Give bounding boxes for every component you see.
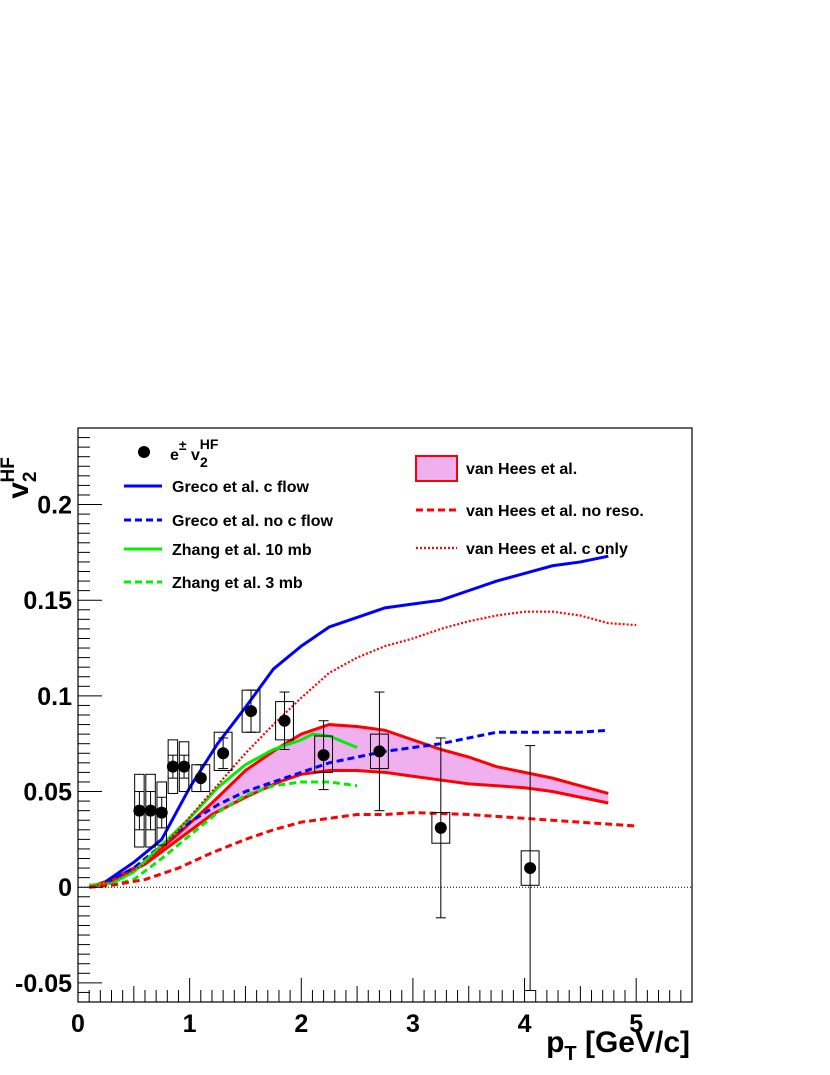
van-hees-band-lower-line xyxy=(88,768,609,889)
y-tick-label: 0 xyxy=(58,874,72,902)
x-axis-title-sub: T xyxy=(564,1043,576,1065)
data-point-6 xyxy=(213,731,233,771)
data-point-12 xyxy=(520,745,540,992)
x-axis-title: pT [GeV/c] xyxy=(546,1026,690,1065)
y-tick-label: 0.15 xyxy=(23,587,72,615)
y-axis-title-sub: 2 xyxy=(20,472,41,483)
series-line-van-hees-et-al-c-only xyxy=(88,610,637,889)
x-tick-label: 4 xyxy=(518,1010,532,1038)
x-tick-label: 1 xyxy=(183,1010,197,1038)
data-marker xyxy=(317,749,330,762)
data-point-3 xyxy=(166,739,179,794)
y-tick-label: 0.1 xyxy=(37,683,72,711)
data-point-1 xyxy=(144,773,157,848)
data-marker xyxy=(155,806,168,819)
data-points-layer xyxy=(133,689,540,992)
series-line-van-hees-et-al-no-reso xyxy=(89,811,637,889)
data-point-0 xyxy=(133,773,146,848)
data-marker xyxy=(133,804,146,817)
series-line-zhang-et-al-10-mb xyxy=(89,732,358,887)
legend-swatch-van-hees-band xyxy=(415,455,458,482)
y-tick-label: 0.05 xyxy=(23,779,72,807)
data-marker xyxy=(166,760,179,773)
data-point-9 xyxy=(314,720,334,791)
data-marker xyxy=(373,745,386,758)
data-point-11 xyxy=(431,737,451,919)
data-point-10 xyxy=(369,691,389,812)
data-marker xyxy=(245,705,258,718)
data-marker xyxy=(278,714,291,727)
x-axis-title-main: p xyxy=(546,1026,564,1059)
data-marker xyxy=(524,862,537,875)
series-line-greco-et-al-no-c-flow xyxy=(105,728,609,885)
legend-label-greco-et-al-c-flow: Greco et al. c flow xyxy=(172,479,309,496)
x-axis-title-rest: [GeV/c] xyxy=(577,1026,690,1059)
legend-label-van-hees-et-al-c-only: van Hees et al. c only xyxy=(466,541,628,558)
systematic-box xyxy=(213,731,233,771)
y-tick-label: 0.2 xyxy=(37,492,72,520)
x-tick-label: 0 xyxy=(71,1010,85,1038)
data-point-7 xyxy=(241,689,261,733)
legend-label-data: e± v2HF xyxy=(170,436,219,470)
axis-ticks-layer: 0 1 2 3 4 5 -0.05 0 0.05 0.1 0.15 0.2 xyxy=(15,427,693,1038)
series-line-greco-et-al-c-flow xyxy=(105,554,609,883)
data-point-2 xyxy=(155,781,168,846)
legend-marker-data xyxy=(138,446,150,458)
data-point-5 xyxy=(191,764,211,793)
van-hees-band-upper-line xyxy=(88,723,609,889)
data-marker xyxy=(434,821,447,834)
data-point-8 xyxy=(275,691,294,750)
data-point-4 xyxy=(178,741,191,793)
legend-label-van-hees-et-al: van Hees et al. xyxy=(466,461,577,478)
y-tick-label: -0.05 xyxy=(15,970,72,998)
x-tick-label: 3 xyxy=(406,1010,420,1038)
data-marker xyxy=(217,747,230,760)
legend-label-greco-et-al-no-c-flow: Greco et al. no c flow xyxy=(172,513,333,530)
x-tick-label: 5 xyxy=(629,1010,643,1038)
model-curves-layer xyxy=(78,554,692,889)
y-axis-title-main: v xyxy=(2,482,35,499)
y-axis-title-sup: HF xyxy=(0,457,19,482)
x-tick-label: 2 xyxy=(294,1010,308,1038)
van-hees-band-layer xyxy=(88,723,609,889)
legend-label-zhang-et-al-3-mb: Zhang et al. 3 mb xyxy=(172,575,303,592)
data-marker xyxy=(178,760,191,773)
data-marker xyxy=(144,804,157,817)
legend-label-zhang-et-al-10-mb: Zhang et al. 10 mb xyxy=(172,542,312,559)
data-marker xyxy=(194,772,207,785)
legend: e± v2HF Greco et al. c flow Greco et al. n… xyxy=(124,436,644,592)
legend-label-van-hees-et-al-no-reso: van Hees et al. no reso. xyxy=(466,503,644,520)
van-hees-band-fill xyxy=(89,724,609,888)
y-axis-title: v2HF xyxy=(0,457,41,499)
